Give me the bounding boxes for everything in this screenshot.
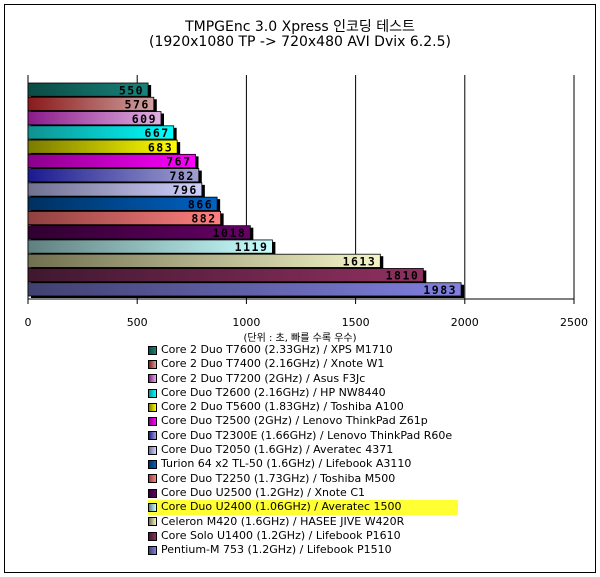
legend-item: Core Duo T2050 (1.6GHz) / Averatec 4371 [148, 443, 458, 457]
data-label: 1613 [343, 254, 377, 268]
legend-item: Core Solo U1400 (1.2GHz) / Lifebook P161… [148, 529, 458, 543]
legend-item: Core 2 Duo T7400 (2.16GHz) / Xnote W1 [148, 357, 458, 371]
legend-swatch [148, 517, 157, 527]
data-label: 683 [148, 140, 173, 154]
bar [27, 253, 381, 268]
legend-item: Pentium-M 753 (1.2GHz) / Lifebook P1510 [148, 543, 458, 557]
legend-label: Core Duo U2500 (1.2GHz) / Xnote C1 [161, 485, 366, 499]
bar [27, 125, 175, 140]
legend-swatch [148, 345, 157, 355]
legend-item: Core Duo T2300E (1.66GHz) / Lenovo Think… [148, 429, 458, 443]
legend-swatch [148, 445, 157, 455]
legend-item: Core Duo U2400 (1.06GHz) / Averatec 1500 [148, 500, 459, 515]
bar [27, 153, 196, 168]
bar [27, 268, 424, 283]
legend-label: Core Duo T2500 (2GHz) / Lenovo ThinkPad … [161, 414, 428, 428]
bar [27, 210, 222, 226]
legend-label: Core 2 Duo T7200 (2GHz) / Asus F3Jc [161, 371, 366, 385]
x-tick-label: 1000 [232, 316, 260, 329]
legend-swatch [148, 474, 157, 484]
legend-item: Core Duo U2500 (1.2GHz) / Xnote C1 [148, 486, 458, 500]
x-tick-label: 2000 [451, 316, 479, 329]
legend-label: Core Duo T2050 (1.6GHz) / Averatec 4371 [161, 443, 394, 457]
legend-label: Core Duo T2300E (1.66GHz) / Lenovo Think… [161, 428, 453, 442]
legend-swatch [148, 388, 157, 398]
plot-area: 0 500 1000 1500 2000 2500 55057660966768376778… [25, 75, 588, 329]
legend-item: Core Duo T2250 (1.73GHz) / Toshiba M500 [148, 472, 458, 486]
legend-label: Turion 64 x2 TL-50 (1.6GHz) / Lifebook A… [161, 457, 412, 471]
legend-label: Core Duo T2250 (1.73GHz) / Toshiba M500 [161, 471, 396, 485]
legend-item: Turion 64 x2 TL-50 (1.6GHz) / Lifebook A… [148, 457, 458, 471]
legend-item: Core 2 Duo T7200 (2GHz) / Asus F3Jc [148, 372, 458, 386]
bar [27, 196, 218, 211]
chart-title: TMPGEnc 3.0 Xpress 인코딩 테스트 [185, 19, 415, 35]
legend-label: Core 2 Duo T7600 (2.33GHz) / XPS M1710 [161, 343, 393, 356]
bar [27, 282, 462, 297]
legend-label: Core Solo U1400 (1.2GHz) / Lifebook P161… [161, 528, 401, 542]
x-tick-label: 1500 [342, 316, 370, 329]
legend-swatch [148, 417, 157, 427]
legend-swatch [148, 359, 157, 369]
bar [27, 139, 178, 154]
legend-item: Core 2 Duo T7600 (2.33GHz) / XPS M1710 [148, 343, 458, 357]
bar [27, 82, 149, 97]
legend-item: Celeron M420 (1.6GHz) / HASEE JIVE W420R [148, 515, 458, 529]
data-label: 796 [173, 183, 198, 197]
legend-item: Core Duo T2600 (2.16GHz) / HP NW8440 [148, 386, 458, 400]
data-label: 866 [188, 197, 213, 211]
chart-frame [4, 4, 596, 573]
bar [27, 168, 200, 183]
legend-swatch [148, 402, 157, 412]
chart-subtitle: (1920x1080 TP -> 720x480 AVI Dvix 6.2.5) [149, 34, 451, 50]
legend-label: Core Duo T2600 (2.16GHz) / HP NW8440 [161, 385, 386, 399]
x-tick-label: 500 [127, 316, 148, 329]
data-label: 576 [125, 98, 150, 112]
x-tick-label: 2500 [560, 316, 588, 329]
legend-swatch [148, 374, 157, 384]
legend-swatch [148, 545, 157, 555]
legend-label: Core Duo U2400 (1.06GHz) / Averatec 1500 [161, 500, 402, 514]
data-label: 1119 [235, 240, 269, 254]
data-label: 782 [170, 169, 195, 183]
legend-swatch [148, 460, 157, 470]
bar [27, 239, 273, 254]
data-label: 609 [132, 112, 157, 126]
x-axis-label: (단위 : 초, 빠를 수록 우수) [243, 333, 357, 344]
data-label: 1810 [386, 269, 420, 283]
bar [27, 182, 203, 197]
legend-label: Pentium-M 753 (1.2GHz) / Lifebook P1510 [161, 543, 392, 557]
data-label: 667 [144, 126, 169, 140]
legend-label: Core 2 Duo T5600 (1.83GHz) / Toshiba A10… [161, 400, 404, 414]
legend-swatch [148, 431, 157, 441]
legend-swatch [148, 502, 157, 512]
legend-label: Celeron M420 (1.6GHz) / HASEE JIVE W420R [161, 514, 405, 528]
legend-label: Core 2 Duo T7400 (2.16GHz) / Xnote W1 [161, 357, 385, 371]
bar [27, 225, 251, 240]
data-label: 1983 [423, 283, 457, 297]
bar [27, 111, 162, 126]
legend-swatch [148, 531, 157, 541]
legend-swatch [148, 488, 157, 498]
data-label: 882 [191, 212, 216, 226]
data-label: 767 [166, 155, 191, 169]
legend-item: Core Duo T2500 (2GHz) / Lenovo ThinkPad … [148, 414, 458, 428]
legend-item: Core 2 Duo T5600 (1.83GHz) / Toshiba A10… [148, 400, 458, 414]
data-label: 550 [119, 83, 144, 97]
data-label: 1018 [213, 226, 247, 240]
legend: Core 2 Duo T7600 (2.33GHz) / XPS M1710 Co… [148, 343, 459, 557]
bar [27, 96, 155, 111]
x-tick-label: 0 [25, 316, 32, 329]
